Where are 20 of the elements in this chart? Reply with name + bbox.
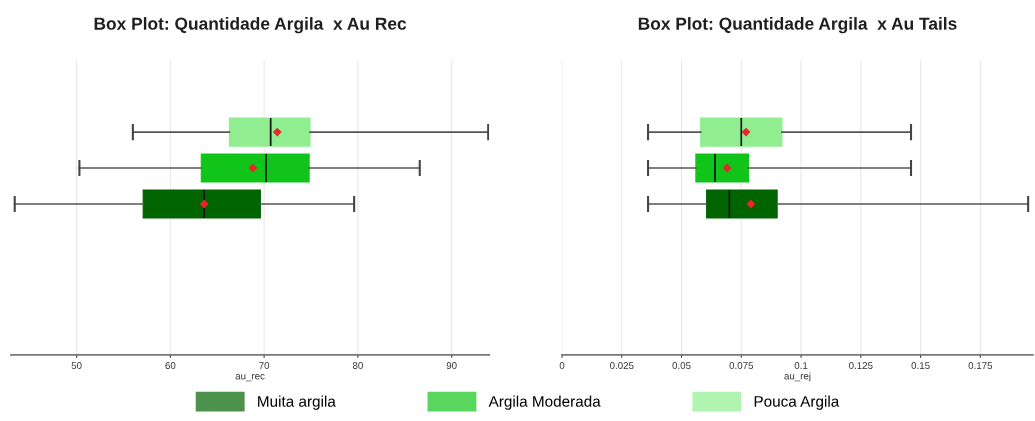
x-tick-label: 90 (446, 362, 457, 369)
x-tick-label: 0.1 (794, 362, 808, 369)
x-tick-label: 0.025 (609, 362, 634, 369)
legend-label: Muita argila (258, 395, 336, 410)
x-tick-label: 0.05 (672, 362, 691, 369)
legend-label: Pouca Argila (754, 395, 840, 410)
x-tick-label: 0.075 (729, 362, 754, 369)
x-tick-label: 60 (165, 362, 176, 369)
legend-label: Argila Moderada (488, 395, 601, 410)
x-tick-label: 0.175 (968, 362, 993, 369)
x-tick-label: 0 (559, 362, 565, 369)
x-axis-title: au_rec (235, 374, 265, 382)
chart-title: Box Plot: Quantidade Argila x Au Tails (638, 17, 957, 34)
x-tick-label: 50 (71, 362, 82, 369)
x-tick-label: 0.15 (911, 362, 930, 369)
chart-title: Box Plot: Quantidade Argila x Au Rec (94, 17, 407, 34)
x-tick-label: 0.125 (849, 362, 873, 369)
x-axis-title: au_rej (784, 372, 811, 382)
x-tick-label: 70 (259, 362, 270, 369)
x-tick-label: 80 (352, 362, 363, 369)
